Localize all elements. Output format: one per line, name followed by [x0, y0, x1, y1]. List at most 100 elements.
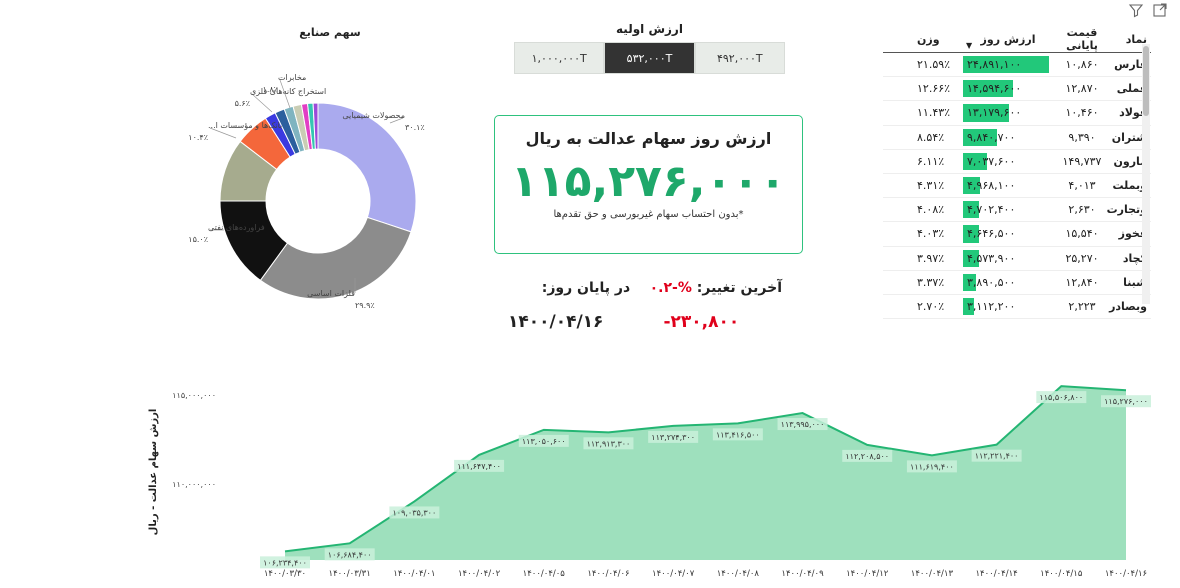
cell-value-text: ۷,۰۳۷,۶۰۰ [967, 154, 1016, 168]
cell-weight: ۳.۳۷٪ [917, 275, 945, 289]
col-symbol[interactable]: نماد [1125, 32, 1147, 46]
leader-line [251, 93, 273, 113]
kpi-value: ۱۱۵,۲۷۶,۰۰۰ [510, 156, 787, 207]
data-label-text: ۱۰۹,۰۳۵,۳۰۰ [393, 508, 437, 517]
slice-pct: ۱.۸٪ [263, 85, 278, 94]
value-bar [963, 56, 1049, 74]
value-bar [963, 273, 977, 291]
data-label-bg [648, 430, 699, 443]
table-row[interactable]: وبملت ۴,۰۱۳ ۴,۹۶۸,۱۰۰ ۴.۳۱٪ [883, 174, 1151, 199]
col-price[interactable]: قیمت پایانی [1066, 26, 1098, 52]
x-tick-label: ۱۴۰۰/۰۴/۰۸ [717, 569, 760, 579]
initial-value-slicer: ارزش اولیه ۱,۰۰۰,۰۰۰T ۵۳۲,۰۰۰T ۴۹۲,۰۰۰T [514, 22, 785, 74]
cell-price: ۹,۳۹۰ [1068, 130, 1096, 144]
donut-slice[interactable] [312, 102, 319, 150]
cell-weight: ۲۱.۵۹٪ [917, 58, 951, 72]
x-tick-label: ۱۴۰۰/۰۴/۱۳ [911, 569, 954, 579]
option-532000[interactable]: ۵۳۲,۰۰۰T [604, 42, 695, 74]
table-row[interactable]: شبنا ۱۲,۸۴۰ ۳,۸۹۰,۵۰۰ ۳.۳۷٪ [883, 271, 1151, 295]
col-weight[interactable]: وزن [917, 32, 940, 46]
data-label-bg [1036, 391, 1087, 404]
x-tick-label: ۱۴۰۰/۰۴/۱۲ [846, 569, 889, 579]
cell-value: ۲۴,۸۹۱,۱۰۰ [963, 53, 1053, 76]
data-label-text: ۱۱۱,۶۱۹,۴۰۰ [910, 462, 954, 471]
cell-price: ۱۴۹,۷۳۷ [1062, 154, 1102, 168]
x-tick-label: ۱۴۰۰/۰۴/۱۵ [1040, 569, 1083, 579]
slice-pct: ۵.۶٪ [235, 99, 250, 108]
cell-weight: ۳.۹۷٪ [917, 251, 945, 265]
x-tick-label: ۱۴۰۰/۰۴/۰۲ [458, 569, 501, 579]
kpi-title: ارزش روز سهام عدالت به ریال [525, 129, 772, 148]
y-tick-label: ۱۱۰,۰۰۰,۰۰۰ [172, 480, 216, 489]
option-492000[interactable]: ۴۹۲,۰۰۰T [694, 42, 785, 74]
holdings-table: نماد قیمت پایانی ارزش روز ▼ وزن فارس ۱۰,۸… [883, 26, 1151, 326]
data-label-text: ۱۱۳,۰۵۰,۶۰۰ [522, 437, 566, 446]
x-tick-label: ۱۴۰۰/۰۴/۰۶ [587, 569, 629, 579]
data-label: ۱۰۶,۲۳۴,۴۰۰ [260, 556, 310, 569]
cell-symbol: مارون [1113, 154, 1148, 168]
data-label: ۱۰۹,۰۳۵,۳۰۰ [389, 506, 440, 519]
cell-value-text: ۲۴,۸۹۱,۱۰۰ [967, 58, 1022, 72]
cell-value-text: ۴,۹۶۸,۱۰۰ [967, 179, 1016, 193]
cell-price: ۲,۲۲۳ [1068, 299, 1096, 313]
leader-line [389, 117, 404, 124]
x-tick-label: ۱۴۰۰/۰۴/۰۱ [393, 569, 435, 579]
value-bar [963, 297, 974, 316]
table-row[interactable]: فارس ۱۰,۸۶۰ ۲۴,۸۹۱,۱۰۰ ۲۱.۵۹٪ [883, 53, 1151, 78]
data-label: ۱۱۲,۲۰۸,۵۰۰ [842, 449, 893, 462]
y-axis-label: ارزش سهام عدالت - ریال [148, 409, 159, 536]
value-trend-chart: ارزش سهام عدالت - ریال ۱۱۵,۰۰۰,۰۰۰ ۱۱۰,۰۰۰… [140, 360, 1170, 588]
last-change-amount: -۲۳۰,۸۰۰ [663, 312, 740, 332]
data-label-bg [389, 506, 440, 519]
col-value[interactable]: ارزش روز ▼ [963, 26, 1053, 52]
option-1000000[interactable]: ۱,۰۰۰,۰۰۰T [514, 42, 605, 74]
cell-value: ۱۳,۱۷۹,۶۰۰ [963, 101, 1053, 124]
value-bar [963, 249, 979, 267]
cell-value-text: ۳,۸۹۰,۵۰۰ [967, 275, 1016, 289]
data-label-text: ۱۱۳,۹۹۵,۰۰۰ [781, 420, 825, 429]
trend-area-svg: ارزش سهام عدالت - ریال ۱۱۵,۰۰۰,۰۰۰ ۱۱۰,۰۰۰… [148, 385, 1151, 579]
last-change-label: آخرین تغییر: [696, 280, 782, 296]
cell-weight: ۸.۵۴٪ [917, 130, 945, 144]
cell-price: ۲۵,۲۷۰ [1065, 251, 1099, 265]
donut-slice[interactable] [317, 102, 417, 233]
data-label-text: ۱۱۵,۲۷۶,۰۰۰ [1104, 397, 1148, 406]
slice-label: فلزات اساسی [307, 289, 355, 298]
data-label-text: ۱۱۲,۲۰۸,۵۰۰ [845, 452, 889, 461]
table-row[interactable]: فخوز ۱۵,۵۴۰ ۴,۶۴۶,۵۰۰ ۴.۰۳٪ [883, 222, 1151, 247]
filter-icon[interactable] [1128, 2, 1144, 18]
scrollbar-thumb[interactable] [1143, 46, 1149, 116]
data-label: ۱۱۱,۶۴۷,۴۰۰ [454, 459, 505, 472]
value-bar [963, 128, 997, 146]
sector-share-chart: سهم صنایع محصولات شیمیایی ۳۰.۱٪ فلزات اساس… [140, 18, 490, 318]
value-bar [963, 80, 1014, 98]
slice-label: بانک‌ها و مؤسسات ا... [208, 121, 282, 130]
data-label-text: ۱۱۳,۲۷۴,۳۰۰ [651, 433, 695, 442]
cell-weight: ۶.۱۱٪ [917, 154, 945, 168]
table-row[interactable]: کچاد ۲۵,۲۷۰ ۴,۵۷۳,۹۰۰ ۳.۹۷٪ [883, 247, 1151, 271]
data-label: ۱۱۵,۵۰۶,۸۰۰ [1036, 391, 1087, 404]
table-row[interactable]: مارون ۱۴۹,۷۳۷ ۷,۰۳۷,۶۰۰ ۶.۱۱٪ [883, 150, 1151, 174]
initial-value-options: ۱,۰۰۰,۰۰۰T ۵۳۲,۰۰۰T ۴۹۲,۰۰۰T [514, 42, 785, 74]
slice-label: مخابرات [278, 73, 306, 82]
table-row[interactable]: وتجارت ۲,۶۳۰ ۴,۷۰۲,۴۰۰ ۴.۰۸٪ [883, 198, 1151, 223]
slice-pct: ۱۵.۰٪ [188, 235, 208, 244]
table-header: نماد قیمت پایانی ارزش روز ▼ وزن [883, 26, 1151, 53]
table-scrollbar[interactable] [1142, 44, 1150, 304]
leader-line [209, 127, 237, 139]
last-change-labels: آخرین تغییر: %-۰.۲ در پایان روز: [542, 280, 782, 296]
focus-mode-icon[interactable] [1152, 2, 1168, 18]
area-line [284, 385, 1127, 553]
donut-slice[interactable] [259, 216, 412, 300]
table-row[interactable]: وبصادر ۲,۲۲۳ ۳,۱۱۲,۲۰۰ ۲.۷۰٪ [883, 295, 1151, 320]
data-label-bg [260, 556, 310, 569]
data-label-text: ۱۱۳,۴۱۶,۵۰۰ [716, 430, 760, 439]
slice-pct: ۳۰.۱٪ [405, 123, 425, 132]
table-row[interactable]: فملی ۱۲,۸۷۰ ۱۴,۵۹۴,۶۰۰ ۱۲.۶۶٪ [883, 77, 1151, 102]
cell-weight: ۴.۰۳٪ [917, 227, 945, 241]
y-tick-label: ۱۱۵,۰۰۰,۰۰۰ [172, 391, 216, 400]
cell-price: ۱۰,۸۶۰ [1065, 58, 1099, 72]
table-row[interactable]: فولاد ۱۰,۴۶۰ ۱۳,۱۷۹,۶۰۰ ۱۱.۴۳٪ [883, 101, 1151, 126]
table-row[interactable]: شتران ۹,۳۹۰ ۹,۸۴۰,۷۰۰ ۸.۵۴٪ [883, 126, 1151, 150]
data-label: ۱۱۳,۴۱۶,۵۰۰ [712, 428, 763, 441]
